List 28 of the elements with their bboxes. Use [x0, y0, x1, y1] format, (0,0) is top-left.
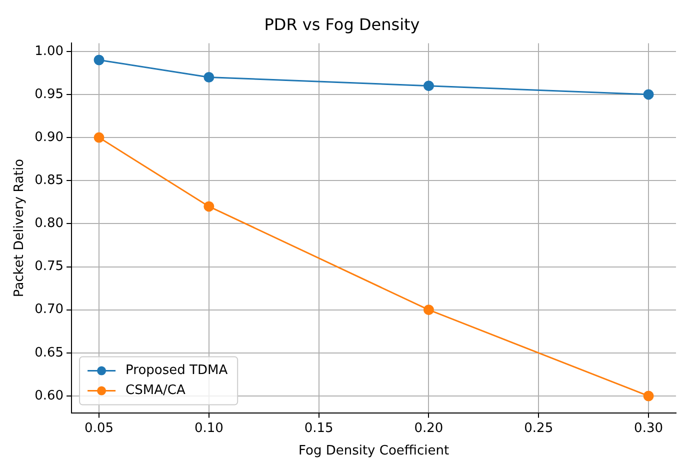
y-tick-label: 0.65	[34, 345, 64, 360]
legend-label: CSMA/CA	[126, 383, 186, 398]
y-tick-label: 0.95	[34, 86, 64, 102]
y-tick-label: 0.60	[34, 388, 64, 404]
y-tick-label: 0.85	[34, 172, 64, 188]
point	[94, 132, 104, 143]
x-tick-label: 0.10	[194, 420, 224, 436]
point	[204, 72, 214, 82]
x-tick-label: 0.20	[414, 420, 444, 436]
y-tick-label: 0.70	[34, 302, 64, 318]
point	[643, 89, 654, 100]
x-tick-label: 0.25	[524, 420, 554, 436]
y-axis-title: Packet Delivery Ratio	[12, 158, 28, 298]
point	[423, 304, 434, 316]
point	[643, 390, 654, 402]
x-tick-label: 0.30	[634, 420, 663, 436]
legend-label: Proposed TDMA	[126, 363, 228, 378]
y-tick-label: 0.80	[34, 216, 64, 232]
x-tick-label: 0.15	[304, 420, 334, 436]
point	[423, 80, 434, 92]
y-tick-label: 1.00	[34, 44, 64, 59]
point	[94, 54, 104, 66]
y-tick-label: 0.90	[34, 130, 64, 145]
y-tick-label: 0.75	[34, 259, 64, 274]
chart-title: PDR vs Fog Density	[264, 14, 420, 34]
x-axis-title: Fog Density Coefficient	[298, 444, 450, 459]
point	[204, 201, 214, 212]
x-tick-label: 0.05	[84, 420, 114, 436]
